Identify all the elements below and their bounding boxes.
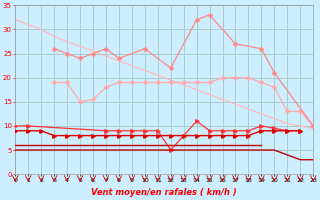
X-axis label: Vent moyen/en rafales ( km/h ): Vent moyen/en rafales ( km/h ) (92, 188, 237, 197)
